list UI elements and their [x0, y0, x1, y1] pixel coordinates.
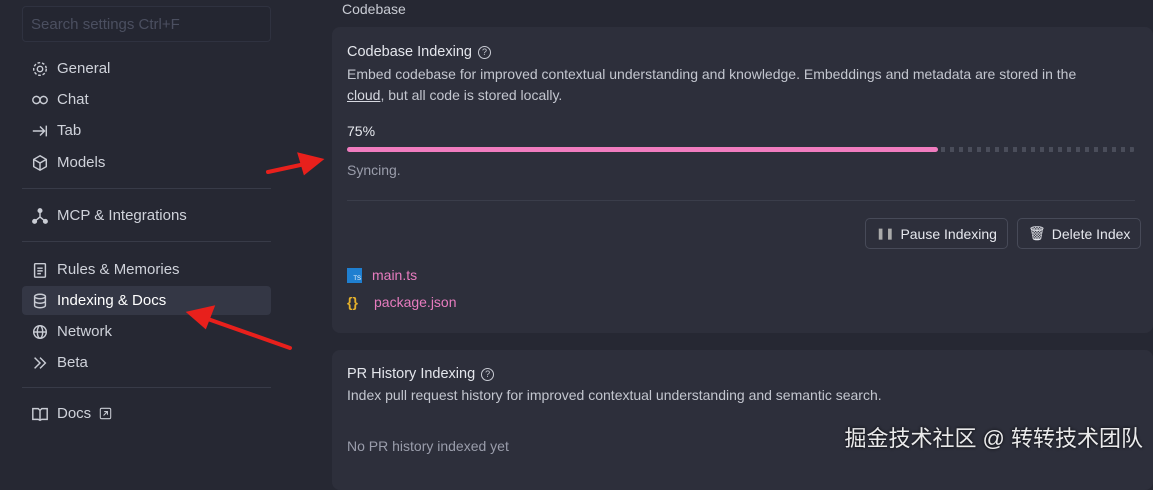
json-file-icon: {}	[347, 294, 358, 310]
arrow-right-to-bar-icon	[32, 125, 48, 136]
delete-index-button[interactable]: 🗑 Delete Index	[1017, 218, 1142, 249]
file-name: package.json	[374, 294, 457, 310]
globe-icon	[32, 324, 48, 339]
chevrons-right-icon	[34, 356, 47, 369]
file-item[interactable]: {} package.json	[347, 294, 457, 310]
description-text: Embed codebase for improved contextual u…	[347, 66, 1077, 82]
sidebar-item-mcp[interactable]: MCP & Integrations	[22, 201, 271, 230]
pr-history-indexing-card: PR History Indexing? Index pull request …	[332, 350, 1153, 490]
sidebar-item-network[interactable]: Network	[22, 317, 271, 346]
infinity-icon	[32, 95, 48, 104]
external-link-icon	[99, 407, 112, 420]
card-title-text: Codebase Indexing	[347, 44, 472, 60]
sidebar-item-label: Rules & Memories	[57, 261, 180, 278]
search-settings-input[interactable]	[22, 6, 271, 42]
annotation-arrowhead	[297, 152, 325, 176]
divider	[22, 188, 271, 189]
sidebar-item-label: Tab	[57, 122, 82, 139]
progress-fill	[347, 147, 938, 152]
help-icon[interactable]: ?	[477, 45, 491, 59]
database-icon	[33, 293, 47, 308]
sidebar: General Chat Tab Models MCP & Integratio…	[0, 0, 300, 469]
sidebar-item-label: Docs	[57, 405, 92, 422]
sidebar-item-beta[interactable]: Beta	[22, 348, 271, 377]
sidebar-item-models[interactable]: Models	[22, 148, 271, 177]
codebase-indexing-card: Codebase Indexing? Embed codebase for im…	[332, 27, 1153, 333]
button-label: Delete Index	[1051, 225, 1131, 242]
main-content: Codebase Codebase Indexing? Embed codeba…	[332, 0, 1153, 490]
divider	[22, 241, 271, 242]
file-name: main.ts	[372, 267, 418, 283]
sidebar-item-tab[interactable]: Tab	[22, 116, 271, 145]
divider	[22, 387, 271, 388]
pause-icon: ❚❚	[876, 228, 895, 240]
sidebar-item-chat[interactable]: Chat	[22, 85, 271, 114]
card-description: Index pull request history for improved …	[347, 387, 882, 403]
typescript-file-icon: TS	[347, 267, 362, 283]
section-heading: Codebase	[342, 1, 406, 17]
button-label: Pause Indexing	[900, 225, 997, 242]
card-title: Codebase Indexing?	[347, 44, 491, 60]
sidebar-item-label: Indexing & Docs	[57, 292, 167, 309]
cube-icon	[32, 154, 48, 171]
help-icon[interactable]: ?	[481, 367, 495, 381]
description-text: , but all code is stored locally.	[380, 87, 563, 103]
sidebar-item-label: Network	[57, 323, 113, 340]
progress-percent: 75%	[347, 123, 376, 139]
book-icon	[32, 407, 48, 421]
sidebar-item-general[interactable]: General	[22, 54, 271, 83]
gear-icon	[32, 61, 48, 76]
sidebar-item-label: Chat	[57, 91, 89, 108]
sidebar-item-label: MCP & Integrations	[57, 207, 187, 224]
card-description: Embed codebase for improved contextual u…	[347, 64, 1113, 106]
card-title-text: PR History Indexing	[347, 366, 476, 382]
card-title: PR History Indexing?	[347, 366, 495, 382]
status-text: Syncing.	[347, 162, 401, 178]
sidebar-item-label: Beta	[57, 354, 88, 371]
cloud-link[interactable]: cloud	[347, 87, 381, 103]
file-item[interactable]: TS main.ts	[347, 267, 417, 283]
nodes-icon	[32, 207, 48, 224]
divider	[347, 200, 1135, 201]
clipboard-icon	[33, 262, 47, 278]
sidebar-item-label: Models	[57, 154, 106, 171]
progress-bar	[347, 147, 1135, 152]
sidebar-item-docs[interactable]: Docs	[22, 399, 271, 428]
sidebar-item-indexing-docs[interactable]: Indexing & Docs	[22, 286, 271, 315]
sidebar-item-rules[interactable]: Rules & Memories	[22, 255, 271, 284]
pause-indexing-button[interactable]: ❚❚ Pause Indexing	[865, 218, 1008, 249]
empty-state-text: No PR history indexed yet	[347, 438, 509, 454]
sidebar-item-label: General	[57, 60, 111, 77]
watermark: 掘金技术社区 @ 转转技术团队	[844, 426, 1143, 451]
trash-icon: 🗑	[1028, 225, 1046, 241]
